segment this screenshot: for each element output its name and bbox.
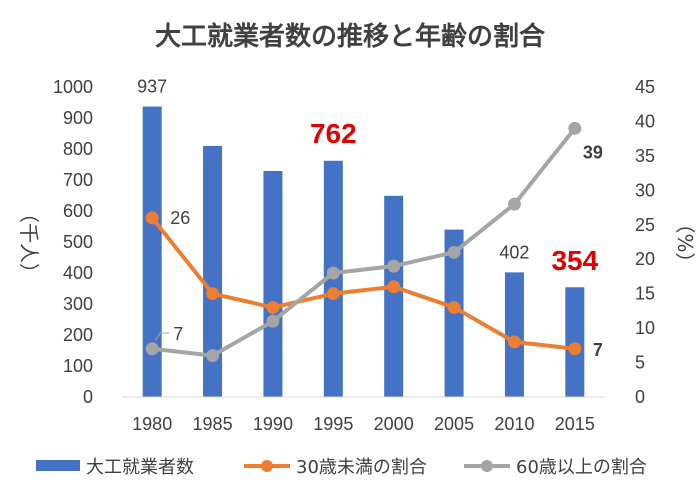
under30-point-2000 [387, 280, 401, 294]
legend-marker-under30 [261, 460, 273, 472]
right-axis-ticks: 0 5 10 15 20 25 30 35 40 45 [635, 77, 655, 407]
left-tick-500: 500 [63, 232, 93, 252]
right-tick-45: 45 [635, 77, 655, 97]
legend: 大工就業者数 30歳未満の割合 60歳以上の割合 [36, 457, 647, 478]
under30-point-1990 [266, 300, 280, 314]
bar-label-1980: 937 [137, 77, 167, 97]
bar-label-2010: 402 [499, 242, 529, 262]
under30-point-2005 [447, 300, 461, 314]
left-tick-0: 0 [83, 387, 93, 407]
over60-point-1985 [206, 349, 220, 363]
right-tick-30: 30 [635, 180, 655, 200]
right-tick-0: 0 [635, 387, 645, 407]
left-tick-300: 300 [63, 294, 93, 314]
under30-point-2015 [568, 342, 582, 356]
over60-point-2015 [568, 121, 582, 135]
x-tick-1990: 1990 [253, 414, 293, 434]
line-series [145, 121, 582, 363]
under30-point-2010 [507, 335, 521, 349]
left-tick-900: 900 [63, 108, 93, 128]
bar-2000 [384, 195, 404, 397]
left-axis-title: （千人） [17, 203, 41, 283]
left-axis-ticks: 0 100 200 300 400 500 600 700 800 900 1000 [53, 77, 93, 407]
right-axis-title: （%） [673, 213, 697, 272]
highlight-label-2015: 354 [551, 245, 598, 276]
x-tick-1985: 1985 [193, 414, 233, 434]
right-tick-35: 35 [635, 146, 655, 166]
chart-title: 大工就業者数の推移と年齢の割合 [155, 21, 546, 52]
x-tick-1995: 1995 [313, 414, 353, 434]
bar-1985 [203, 145, 223, 397]
left-tick-400: 400 [63, 263, 93, 283]
right-tick-15: 15 [635, 284, 655, 304]
right-tick-25: 25 [635, 215, 655, 235]
over60-point-1995 [326, 266, 340, 280]
left-tick-100: 100 [63, 356, 93, 376]
legend-swatch-workers [36, 460, 80, 471]
bar-1980 [142, 106, 162, 397]
bar-1990 [263, 171, 283, 397]
under30-point-1985 [206, 287, 220, 301]
bar-2015 [565, 287, 585, 397]
over60-label-leader [154, 332, 170, 342]
legend-marker-over60 [481, 460, 493, 472]
legend-label-workers: 大工就業者数 [86, 457, 194, 478]
left-tick-800: 800 [63, 139, 93, 159]
left-tick-1000: 1000 [53, 77, 93, 97]
over60-point-2000 [387, 259, 401, 273]
over60-point-2005 [447, 245, 461, 259]
over60-point-1990 [266, 314, 280, 328]
right-tick-40: 40 [635, 111, 655, 131]
highlight-label-1995: 762 [310, 118, 357, 149]
over60-point-1980 [145, 342, 159, 356]
x-tick-1980: 1980 [132, 414, 172, 434]
x-tick-2000: 2000 [374, 414, 414, 434]
bar-2010 [504, 272, 524, 397]
x-axis-ticks: 1980 1985 1990 1995 2000 2005 2010 2015 [132, 414, 595, 434]
right-tick-5: 5 [635, 353, 645, 373]
svg-text:（%）: （%） [673, 213, 697, 272]
left-tick-700: 700 [63, 170, 93, 190]
under30-label-1980: 26 [170, 208, 190, 228]
svg-text:（千人）: （千人） [17, 203, 41, 283]
under30-label-2015: 7 [593, 340, 603, 360]
legend-label-under30: 30歳未満の割合 [296, 457, 427, 478]
legend-label-over60: 60歳以上の割合 [516, 457, 647, 478]
over60-line [151, 127, 577, 358]
over60-label-1980: 7 [173, 324, 183, 344]
right-tick-20: 20 [635, 249, 655, 269]
over60-label-2015: 39 [583, 142, 603, 162]
left-tick-200: 200 [63, 325, 93, 345]
x-tick-2005: 2005 [434, 414, 474, 434]
under30-point-1995 [326, 287, 340, 301]
right-tick-10: 10 [635, 318, 655, 338]
left-tick-600: 600 [63, 201, 93, 221]
x-tick-2010: 2010 [494, 414, 534, 434]
under30-point-1980 [145, 211, 159, 225]
under30-line [150, 216, 576, 351]
over60-point-2010 [507, 197, 521, 211]
x-tick-2015: 2015 [555, 414, 595, 434]
